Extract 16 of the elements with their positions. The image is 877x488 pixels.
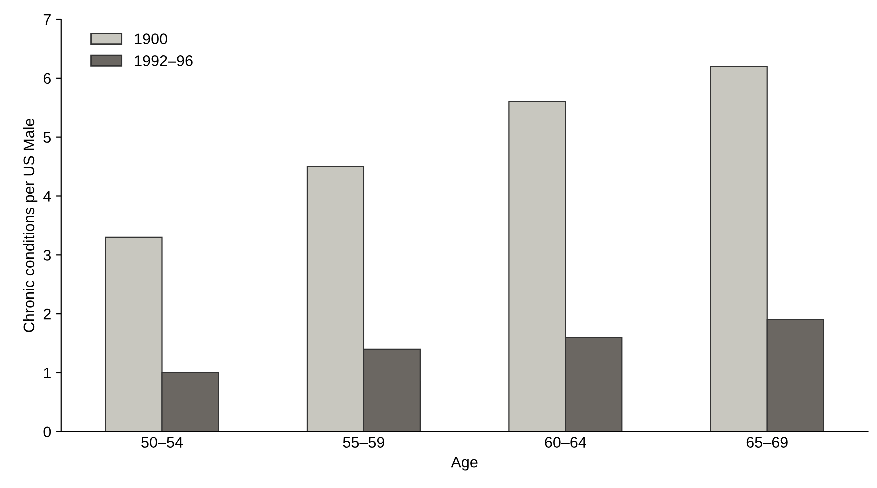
- legend-label: 1900: [135, 34, 168, 44]
- y-tick-label: 1: [44, 368, 51, 379]
- y-tick-label: 5: [44, 132, 52, 144]
- y-tick-label: 7: [44, 14, 51, 26]
- y-axis-title: Chronic conditions per US Male: [23, 118, 38, 332]
- y-tick-label: 3: [44, 250, 51, 261]
- x-tick-label: 65–69: [746, 437, 788, 448]
- y-tick-label: 2: [44, 308, 51, 320]
- y-tick-label: 4: [44, 191, 52, 202]
- x-tick-label: 60–64: [545, 437, 586, 448]
- x-tick-label: 50–54: [142, 437, 184, 448]
- legend-label: 1992–96: [135, 56, 193, 66]
- y-tick-label: 0: [44, 426, 52, 438]
- y-tick-label: 6: [44, 73, 51, 84]
- x-axis-title: Age: [451, 457, 478, 471]
- x-tick-label: 55–59: [343, 437, 384, 448]
